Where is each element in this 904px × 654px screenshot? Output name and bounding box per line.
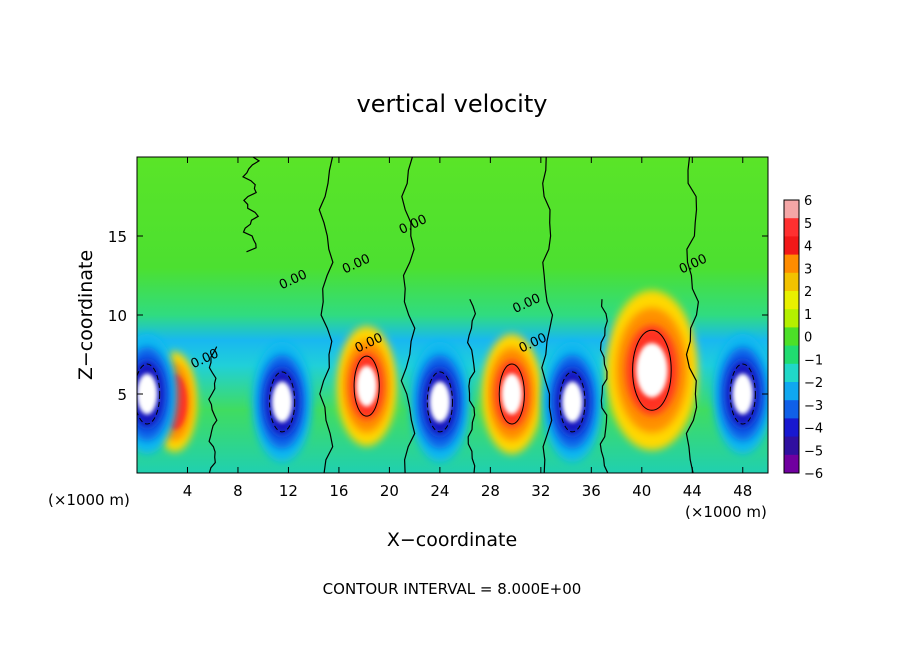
colorbar-label: −6 bbox=[804, 467, 823, 482]
zero-contour-line bbox=[241, 157, 261, 253]
colorbar-label: −4 bbox=[804, 422, 823, 437]
x-tick-label: 36 bbox=[582, 482, 601, 500]
downdraft-region bbox=[732, 373, 753, 415]
zero-contour-line bbox=[685, 157, 700, 473]
x-tick-label: 40 bbox=[632, 482, 651, 500]
y-tick-label: 15 bbox=[108, 228, 127, 246]
colorbar-label: 5 bbox=[804, 217, 812, 232]
colorbar-swatch bbox=[784, 272, 799, 292]
y-axis-ticks: 5 10 15 bbox=[108, 228, 768, 404]
y-tick-label: 10 bbox=[108, 307, 127, 325]
zero-contour-line bbox=[599, 299, 609, 473]
colorbar-swatch bbox=[784, 254, 799, 274]
core-contour bbox=[426, 371, 453, 433]
zero-contour-line bbox=[541, 157, 554, 473]
colorbar-swatch bbox=[784, 454, 799, 474]
colorbar-label: 4 bbox=[804, 240, 812, 255]
colorbar-swatch bbox=[784, 418, 799, 438]
x-tick-label: 8 bbox=[233, 482, 243, 500]
colorbar: 6 5 4 3 2 1 0 −1 −2 −3 −4 −5 −6 bbox=[783, 194, 823, 482]
contour-interval-label: CONTOUR INTERVAL = 8.000E+00 bbox=[323, 580, 582, 598]
zero-contour-line bbox=[466, 298, 477, 473]
colorbar-label: 1 bbox=[804, 308, 812, 323]
chart-title: vertical velocity bbox=[357, 90, 548, 118]
x-tick-label: 28 bbox=[481, 482, 500, 500]
colorbar-label: −3 bbox=[804, 399, 823, 414]
y-tick-label: 5 bbox=[117, 386, 127, 404]
colorbar-label: 2 bbox=[804, 285, 812, 300]
downdraft-region bbox=[137, 373, 158, 415]
colorbar-swatch bbox=[784, 436, 799, 456]
colorbar-swatch bbox=[784, 345, 799, 365]
core-contour bbox=[498, 363, 525, 425]
x-unit-left: (×1000 m) bbox=[48, 491, 130, 509]
core-contour bbox=[729, 363, 756, 425]
zero-contour-line bbox=[400, 157, 416, 473]
colorbar-swatch bbox=[784, 218, 799, 237]
downdraft-region bbox=[562, 381, 583, 423]
x-tick-label: 12 bbox=[279, 482, 298, 500]
x-tick-label: 48 bbox=[733, 482, 752, 500]
x-tick-label: 4 bbox=[183, 482, 193, 500]
zero-contour-line bbox=[208, 346, 218, 473]
core-contour bbox=[559, 371, 586, 433]
core-contour bbox=[353, 355, 380, 417]
x-axis-label: X−coordinate bbox=[387, 529, 517, 551]
x-tick-label: 44 bbox=[683, 482, 702, 500]
colorbar-label: 6 bbox=[804, 194, 812, 209]
colorbar-swatch bbox=[784, 363, 799, 383]
colorbar-swatch bbox=[784, 291, 799, 310]
colorbar-label: 3 bbox=[804, 262, 812, 277]
core-contour bbox=[137, 363, 161, 425]
downdraft-region bbox=[429, 381, 451, 423]
field-layers bbox=[137, 290, 768, 462]
colorbar-label: −5 bbox=[804, 444, 823, 459]
plot-area: 0.000.000.000.000.000.000.000.00 bbox=[137, 157, 768, 473]
colorbar-swatch bbox=[784, 309, 799, 328]
x-tick-label: 16 bbox=[329, 482, 348, 500]
colorbar-swatch bbox=[784, 382, 799, 401]
y-axis-label: Z−coordinate bbox=[75, 250, 97, 380]
colorbar-label: 0 bbox=[804, 331, 812, 346]
updraft-region bbox=[356, 365, 377, 407]
colorbar-label: −1 bbox=[804, 353, 823, 368]
x-axis-ticks: 4 8 12 16 20 24 28 32 36 40 44 48 bbox=[183, 157, 752, 500]
colorbar-label: −2 bbox=[804, 376, 823, 391]
core-contour bbox=[269, 371, 296, 433]
colorbar-swatch bbox=[784, 400, 799, 419]
colorbar-swatch bbox=[784, 236, 799, 256]
x-tick-label: 24 bbox=[430, 482, 449, 500]
x-unit-right: (×1000 m) bbox=[685, 503, 767, 521]
downdraft-region bbox=[271, 381, 293, 423]
zero-contour-line bbox=[318, 157, 334, 473]
colorbar-swatch bbox=[784, 327, 799, 347]
colorbar-frame bbox=[783, 199, 800, 474]
x-tick-label: 20 bbox=[380, 482, 399, 500]
updraft-region bbox=[501, 373, 523, 415]
core-contour bbox=[632, 329, 672, 411]
x-tick-label: 32 bbox=[531, 482, 550, 500]
updraft-region bbox=[636, 343, 668, 398]
colorbar-swatch bbox=[784, 200, 799, 219]
